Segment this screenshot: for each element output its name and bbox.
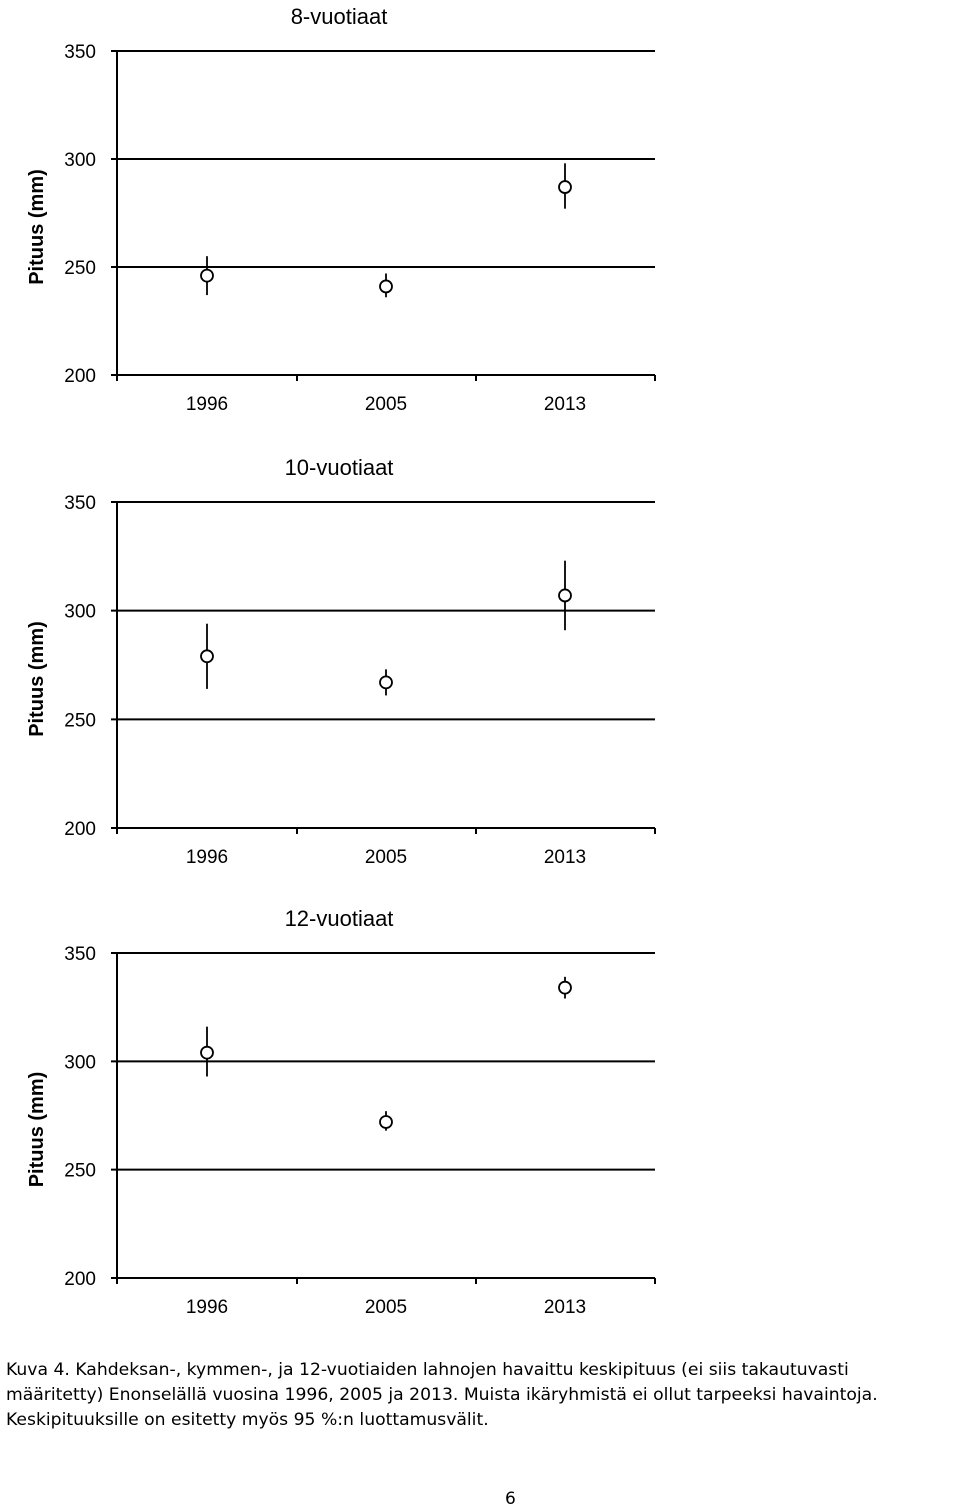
y-tick-label: 250: [64, 258, 96, 279]
y-tick-label: 300: [64, 1052, 96, 1073]
data-point: [379, 279, 393, 294]
x-tick-label: 1996: [186, 1297, 228, 1318]
page-number: 6: [505, 1489, 516, 1509]
data-point: [379, 1115, 393, 1129]
x-tick-label: 2005: [365, 847, 407, 868]
charts-area: 200 250 300 350 1996 2005 2013 8-vuotiaat Pituus…: [26, 4, 656, 1318]
y-tick-label: 200: [64, 1269, 96, 1290]
caption-line: Keskipituuksille on esitetty myös 95 %:n…: [6, 1410, 489, 1430]
data-point: [200, 268, 214, 283]
chart-3: 200 250 300 350 1996 2005 2013 12-vuotiaat Pituu…: [26, 906, 656, 1318]
y-tick-label: 250: [64, 710, 96, 731]
x-tick-label: 1996: [186, 847, 228, 868]
data-point: [558, 588, 572, 603]
y-axis-label: Pituus (mm): [26, 169, 48, 285]
y-tick-label: 300: [64, 150, 96, 171]
caption-line: Kuva 4. Kahdeksan-, kymmen-, ja 12-vuoti…: [6, 1360, 849, 1380]
caption-line: määritetty) Enonselällä vuosina 1996, 20…: [6, 1385, 878, 1405]
x-tick-label: 2013: [544, 847, 586, 868]
y-tick-label: 350: [64, 42, 96, 63]
x-tick-label: 2013: [544, 394, 586, 415]
data-point: [558, 980, 572, 995]
figure-caption: Kuva 4. Kahdeksan-, kymmen-, ja 12-vuoti…: [6, 1358, 956, 1433]
data-point: [200, 649, 214, 664]
x-tick-label: 2005: [365, 394, 407, 415]
chart-title: 8-vuotiaat: [291, 4, 388, 29]
x-tick-label: 2005: [365, 1297, 407, 1318]
y-tick-label: 350: [64, 944, 96, 965]
y-tick-label: 300: [64, 602, 96, 623]
y-tick-label: 250: [64, 1161, 96, 1182]
chart-1: 200 250 300 350 1996 2005 2013 8-vuotiaat Pituus…: [26, 4, 656, 415]
data-point: [200, 1045, 214, 1060]
y-axis-label: Pituus (mm): [26, 1072, 48, 1188]
y-axis-label: Pituus (mm): [26, 621, 48, 737]
data-point: [558, 180, 572, 194]
y-tick-label: 200: [64, 819, 96, 840]
chart-title: 10-vuotiaat: [285, 455, 394, 480]
y-tick-label: 350: [64, 493, 96, 514]
data-point: [379, 675, 393, 690]
x-tick-label: 2013: [544, 1297, 586, 1318]
x-tick-label: 1996: [186, 394, 228, 415]
y-tick-label: 200: [64, 366, 96, 387]
chart-title: 12-vuotiaat: [285, 906, 394, 931]
chart-2: 200 250 300 350 1996 2005 2013 10-vuotiaat Pituu…: [26, 455, 656, 868]
